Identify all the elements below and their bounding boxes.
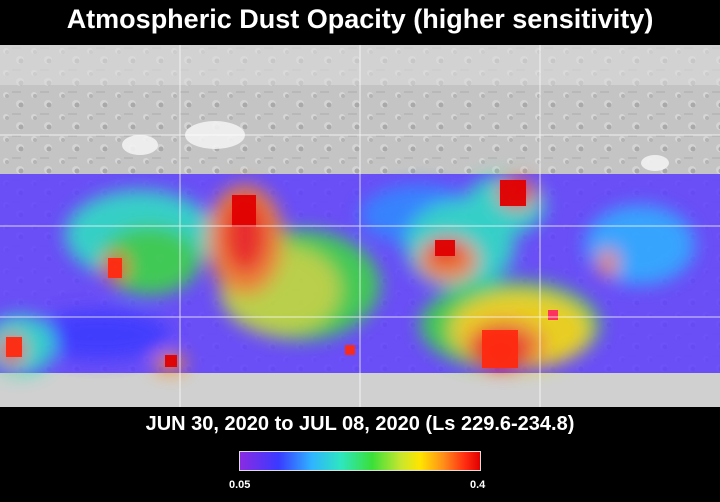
date-range-label: JUN 30, 2020 to JUL 08, 2020 (Ls 229.6-2…: [145, 413, 575, 435]
color-scale-bar: [239, 451, 481, 471]
dust-region-orange-east: [598, 249, 618, 277]
dust-region-green-tharsis: [100, 225, 200, 295]
map-grid: [0, 45, 720, 407]
dust-opacity-map: [0, 45, 720, 407]
pixel-blocks: [6, 180, 558, 368]
pixel-block-red-7: [165, 355, 177, 367]
dust-region-blue-south: [30, 310, 170, 360]
pixel-block-red-4: [482, 330, 518, 368]
map-title: Atmospheric Dust Opacity (higher sensiti…: [66, 4, 654, 34]
pixel-block-red-2: [500, 180, 526, 206]
pixel-block-magenta: [548, 310, 558, 320]
pixel-block-red-8: [345, 345, 355, 355]
pixel-block-red-3: [435, 240, 455, 256]
pixel-block-red-6: [6, 337, 22, 357]
pixel-block-red-1: [232, 195, 256, 227]
color-scale-min-label: 0.05: [229, 479, 251, 491]
pixel-block-red-5: [108, 258, 122, 278]
dust-overlay: [0, 174, 720, 375]
color-scale-max-label: 0.4: [470, 479, 486, 491]
map-canvas: [0, 45, 720, 407]
